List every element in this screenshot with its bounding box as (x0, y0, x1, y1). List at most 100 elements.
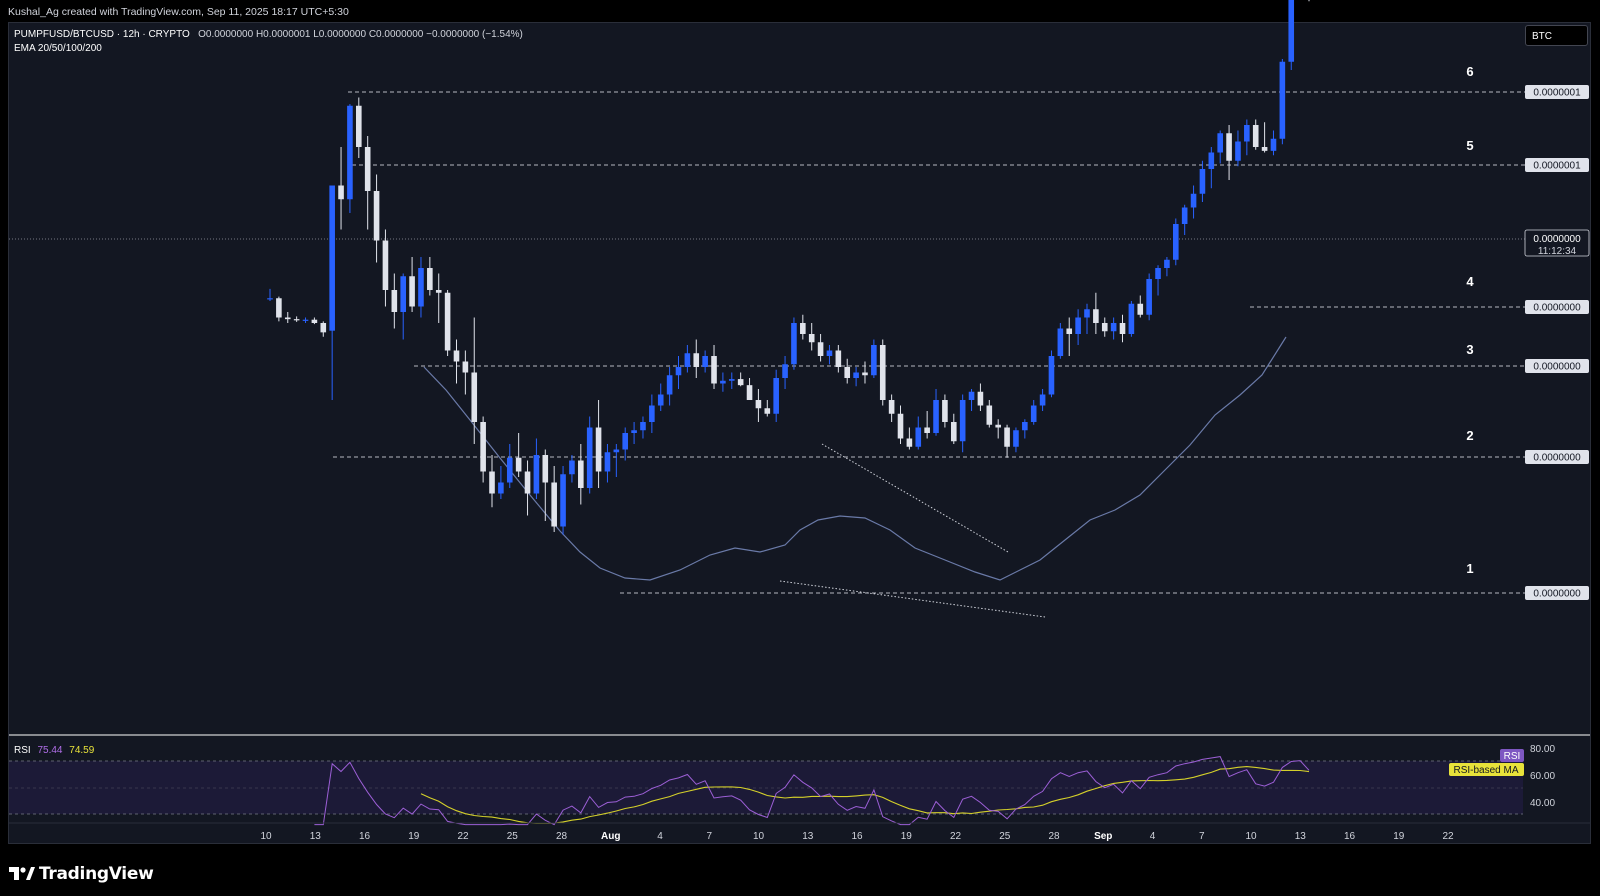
candle-body[interactable] (418, 268, 424, 307)
candle-body[interactable] (640, 422, 646, 431)
candle-body[interactable] (906, 438, 913, 447)
candle-body[interactable] (533, 455, 540, 494)
rsi-ma-badge[interactable] (1449, 763, 1524, 776)
candle-body[interactable] (356, 105, 362, 147)
candle-body[interactable] (391, 290, 398, 312)
candle-body[interactable] (1270, 138, 1277, 151)
ema-legend[interactable]: EMA 20/50/100/200 (14, 43, 102, 54)
candle-body[interactable] (755, 400, 762, 409)
candle-body[interactable] (1093, 309, 1099, 323)
candle-body[interactable] (604, 452, 611, 472)
candle-body[interactable] (578, 460, 584, 489)
candle-body[interactable] (489, 471, 495, 494)
rsi-badge[interactable] (1500, 749, 1524, 762)
candle-body[interactable] (444, 292, 451, 351)
candle-body[interactable] (897, 413, 904, 439)
candle-body[interactable] (435, 290, 442, 293)
rsi-line[interactable] (314, 756, 1310, 826)
candle-body[interactable] (515, 457, 522, 472)
candle-body[interactable] (400, 276, 407, 312)
candle-body[interactable] (1172, 224, 1179, 260)
candle-body[interactable] (471, 372, 478, 423)
candle-body[interactable] (302, 319, 309, 321)
candle-body[interactable] (1022, 422, 1028, 431)
candle-body[interactable] (1030, 405, 1037, 423)
chart-panel[interactable] (8, 22, 1591, 844)
candle-body[interactable] (791, 323, 797, 365)
candle-body[interactable] (1252, 125, 1259, 147)
candle-body[interactable] (1137, 303, 1144, 315)
candle-body[interactable] (693, 353, 700, 367)
candle-body[interactable] (329, 185, 335, 331)
candle-body[interactable] (950, 422, 957, 442)
candle-body[interactable] (1164, 259, 1170, 268)
candle-body[interactable] (782, 364, 788, 378)
candle-body[interactable] (1128, 303, 1135, 334)
candle-body[interactable] (284, 317, 291, 320)
candle-body[interactable] (879, 345, 886, 400)
candle-body[interactable] (702, 356, 708, 367)
candle-body[interactable] (995, 424, 1001, 428)
trendline-lower[interactable] (779, 580, 1046, 618)
candle-body[interactable] (1039, 394, 1046, 406)
candle-body[interactable] (746, 385, 753, 400)
candle-body[interactable] (409, 276, 415, 307)
candle-body[interactable] (1288, 0, 1295, 62)
candle-body[interactable] (986, 405, 993, 425)
candle-body[interactable] (311, 319, 318, 323)
candle-body[interactable] (1119, 323, 1126, 334)
candle-body[interactable] (622, 433, 629, 450)
candle-body[interactable] (1181, 207, 1188, 225)
candle-body[interactable] (551, 482, 557, 527)
candle-body[interactable] (276, 298, 282, 318)
candle-body[interactable] (862, 372, 868, 376)
candle-body[interactable] (1066, 328, 1073, 335)
candle-body[interactable] (1261, 147, 1268, 151)
candle-body[interactable] (657, 394, 664, 406)
candle-body[interactable] (427, 268, 433, 290)
candle-body[interactable] (1190, 193, 1197, 208)
candle-body[interactable] (915, 427, 922, 447)
candle-body[interactable] (586, 427, 593, 489)
candle-body[interactable] (480, 422, 486, 472)
candle-body[interactable] (959, 400, 966, 442)
candle-body[interactable] (1244, 125, 1250, 142)
candle-body[interactable] (1199, 169, 1206, 194)
candle-body[interactable] (1235, 141, 1241, 161)
candle-body[interactable] (338, 185, 344, 200)
candle-body[interactable] (666, 375, 673, 395)
candle-body[interactable] (506, 457, 513, 483)
candle-body[interactable] (764, 408, 771, 414)
candle-body[interactable] (382, 240, 389, 291)
candle-body[interactable] (684, 353, 691, 367)
tradingview-logo[interactable]: TradingView (9, 864, 154, 884)
candle-body[interactable] (569, 460, 575, 475)
candle-body[interactable] (977, 391, 984, 406)
candle-body[interactable] (347, 105, 353, 200)
candle-body[interactable] (942, 400, 948, 422)
candle-body[interactable] (711, 356, 717, 384)
candle-body[interactable] (453, 350, 460, 362)
candle-body[interactable] (1057, 328, 1064, 357)
candle-body[interactable] (1155, 268, 1161, 279)
candle-body[interactable] (817, 342, 824, 356)
candle-body[interactable] (835, 350, 842, 368)
rsi-ma-line[interactable] (420, 766, 1310, 824)
candle-body[interactable] (800, 323, 806, 334)
candle-body[interactable] (1146, 279, 1152, 315)
candle-body[interactable] (1101, 323, 1108, 332)
candle-body[interactable] (737, 379, 744, 386)
candle-body[interactable] (524, 471, 531, 494)
candle-body[interactable] (1013, 430, 1019, 447)
candle-body[interactable] (968, 391, 975, 400)
candle-body[interactable] (1208, 152, 1215, 170)
candle-body[interactable] (728, 379, 735, 381)
candle-body[interactable] (364, 147, 371, 191)
candle-body[interactable] (808, 334, 815, 343)
candle-body[interactable] (924, 427, 930, 434)
symbol-compare-box[interactable]: BTC (1525, 25, 1588, 46)
candle-body[interactable] (675, 367, 682, 376)
candle-body[interactable] (267, 298, 273, 300)
candle-body[interactable] (1084, 309, 1090, 318)
